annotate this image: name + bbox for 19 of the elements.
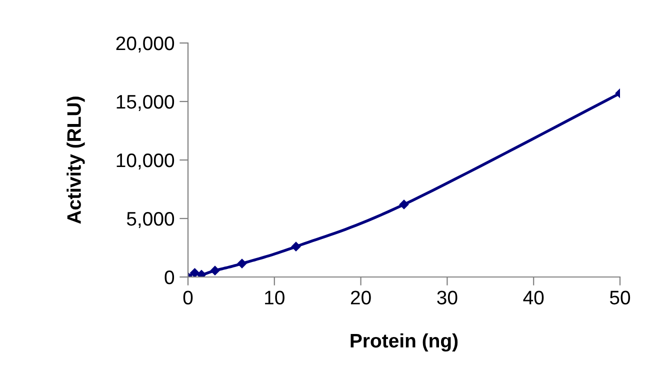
x-tick-label: 40: [523, 290, 544, 304]
x-tick-label: 30: [437, 290, 458, 304]
y-tick-label: 15,000: [116, 94, 174, 112]
point: [190, 268, 200, 277]
point: [291, 242, 301, 252]
y-tick-label: 20,000: [116, 36, 174, 53]
x-tick-label: 0: [183, 290, 193, 304]
y-tick-label: 0: [164, 270, 174, 284]
point: [399, 200, 409, 210]
y-axis-title: Activity (RLU): [66, 96, 85, 224]
y-tick-label: 5,000: [126, 212, 174, 228]
x-tick-label: 10: [265, 290, 284, 304]
point: [196, 270, 206, 277]
x-tick-label: 50: [610, 290, 630, 304]
point: [237, 258, 247, 268]
x-axis-title: Protein (ng): [350, 333, 458, 352]
point: [210, 266, 220, 276]
y-tick-label: 10,000: [116, 153, 174, 170]
x-tick-label: 20: [350, 290, 371, 304]
